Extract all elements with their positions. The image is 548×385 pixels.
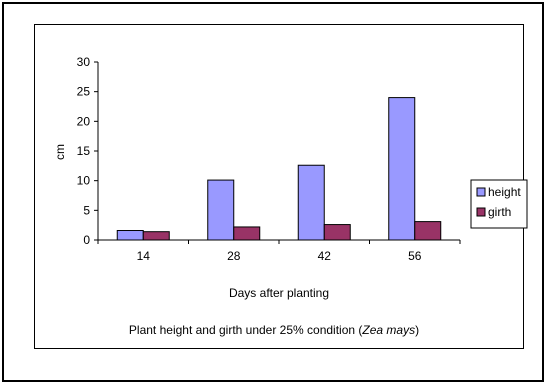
bar-girth-56: [414, 221, 442, 241]
bar-height-56: [388, 97, 416, 241]
x-tick-label-28: 28: [227, 249, 241, 263]
caption-suffix: ): [415, 323, 419, 337]
chart-marks: 0 5 10 15 20 25 30 14 28 42 56: [77, 55, 461, 263]
caption-species: Zea mays: [361, 323, 415, 337]
y-tick-label-5: 5: [83, 203, 90, 217]
caption-prefix: Plant height and girth under 25% conditi…: [129, 323, 363, 337]
bar-height-14: [116, 230, 144, 241]
y-tick-label-10: 10: [77, 174, 91, 188]
x-tick-label-14: 14: [137, 249, 151, 263]
legend-swatch-girth: [476, 207, 486, 217]
legend-swatch-height: [476, 187, 486, 197]
bar-girth-28: [233, 226, 261, 241]
chart-area: [34, 24, 524, 349]
x-tick-label-42: 42: [318, 249, 332, 263]
legend-label-height: height: [488, 185, 521, 199]
y-axis-label: cm: [53, 144, 67, 160]
chart-frame: [2, 2, 544, 382]
x-tick-label-56: 56: [408, 249, 422, 263]
y-tick-label-30: 30: [77, 55, 91, 69]
legend-label-girth: girth: [488, 205, 511, 219]
y-tick-label-0: 0: [83, 233, 90, 247]
chart-caption: Plant height and girth under 25% conditi…: [129, 323, 419, 337]
bar-girth-42: [323, 224, 351, 241]
y-tick-label-25: 25: [77, 85, 91, 99]
bar-height-42: [297, 164, 325, 241]
bar-girth-14: [142, 231, 170, 241]
y-tick-label-15: 15: [77, 144, 91, 158]
legend: height girth: [470, 179, 528, 229]
y-tick-label-20: 20: [77, 114, 91, 128]
bar-height-28: [207, 179, 235, 241]
x-axis-label: Days after planting: [229, 286, 329, 300]
